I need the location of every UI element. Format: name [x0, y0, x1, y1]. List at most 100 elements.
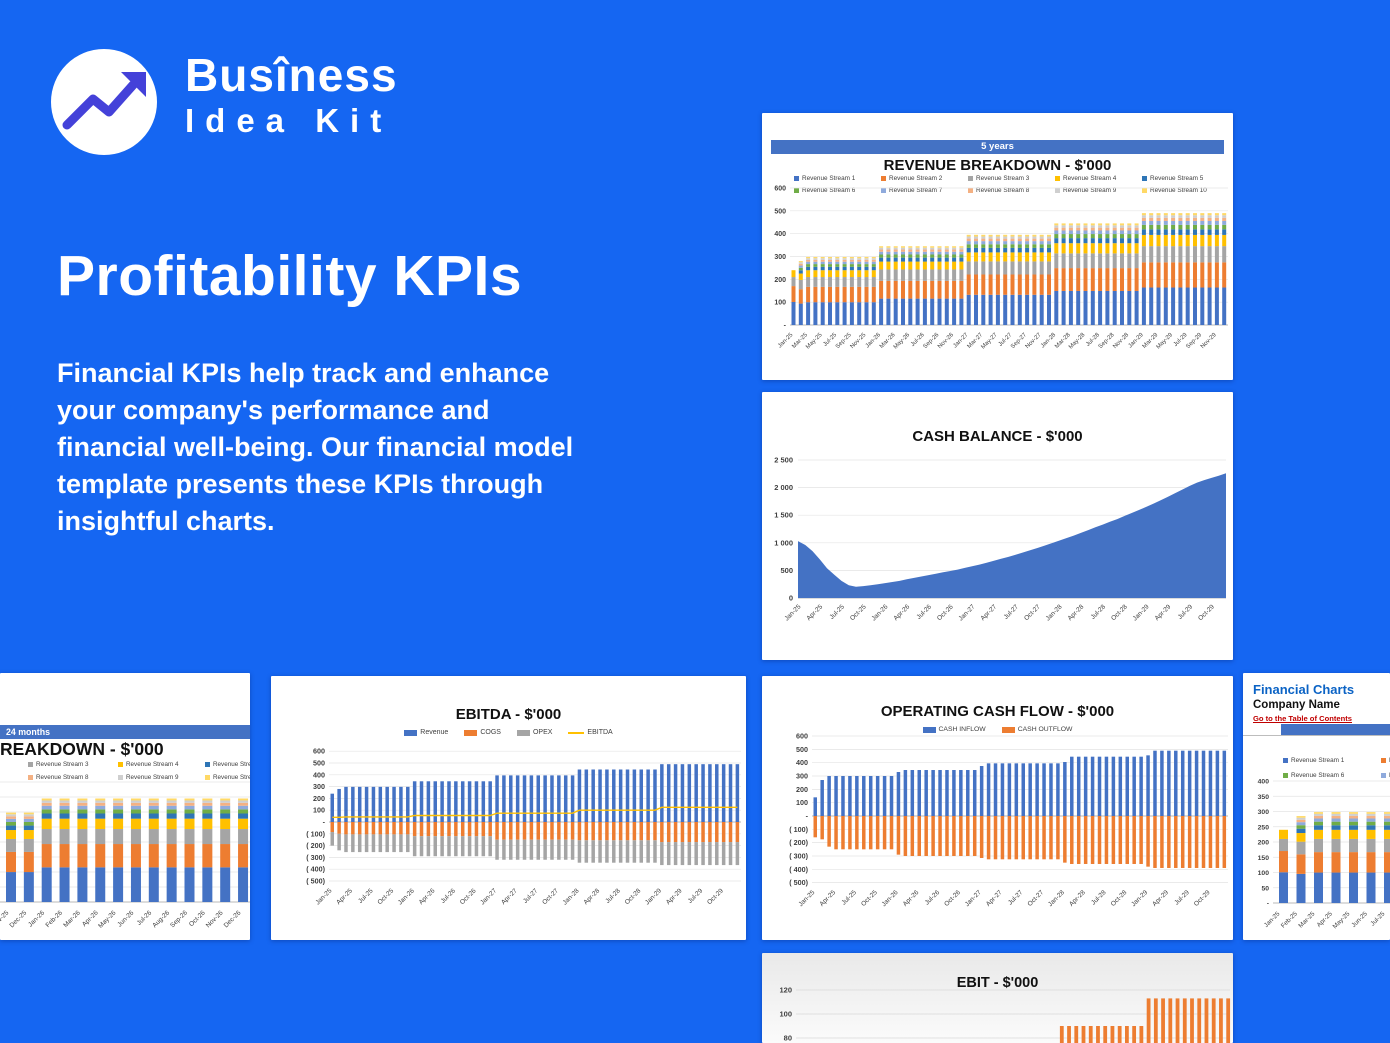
svg-text:Apr-28: Apr-28 [582, 887, 601, 906]
svg-text:Feb-26: Feb-26 [44, 909, 64, 929]
page-title: Profitability KPIs [57, 244, 523, 308]
svg-text:Oct-26: Oct-26 [188, 909, 207, 928]
svg-text:2 000: 2 000 [774, 483, 793, 492]
revenue-breakdown-24m-title: REAKDOWN - $'000 [0, 739, 164, 759]
legend-swatch-icon [922, 726, 936, 733]
svg-text:Oct-28: Oct-28 [624, 887, 643, 906]
svg-text:250: 250 [1258, 824, 1270, 831]
svg-text:May-25: May-25 [805, 332, 824, 351]
svg-text:600: 600 [796, 732, 808, 741]
svg-text:Apr-27: Apr-27 [500, 887, 519, 906]
operating-cash-flow-chart: 600 500 400 300 200 100 - ( 100) ( 200) ( 300) ( 4… [789, 732, 1228, 908]
svg-text:Jul-25: Jul-25 [357, 887, 375, 905]
svg-text:300: 300 [1258, 809, 1270, 816]
legend-item: EBITDA [568, 729, 613, 736]
ebitda-title: EBITDA - $'000 [455, 706, 562, 723]
legend-swatch-icon [1055, 188, 1060, 193]
svg-text:Jan-29: Jan-29 [1132, 603, 1151, 622]
legend-item: Revenue Stream 5 [205, 761, 250, 768]
legend-swatch-icon [1142, 176, 1147, 181]
legend-label: Revenue Stream 7 [889, 187, 943, 194]
svg-text:Nov-26: Nov-26 [937, 332, 955, 350]
svg-text:Jul-26: Jul-26 [440, 887, 458, 905]
cash-balance-card: CASH BALANCE - $'000 2 500 2 000 1 500 1 00… [762, 392, 1233, 660]
legend-swatch-icon [464, 729, 478, 736]
legend-label: Revenue Stream 10 [213, 774, 250, 781]
svg-text:( 300): ( 300) [789, 851, 808, 860]
legend-item: Revenue Stream 8 [28, 774, 89, 781]
svg-text:Apr-28: Apr-28 [1067, 603, 1086, 622]
svg-text:( 500): ( 500) [789, 878, 808, 887]
svg-text:Jun-25: Jun-25 [1350, 910, 1369, 929]
legend-item: Revenue Stream 10 [1142, 187, 1229, 194]
svg-text:Jul-28: Jul-28 [1090, 603, 1108, 621]
legend-swatch-icon [205, 762, 210, 767]
svg-text:100: 100 [313, 806, 325, 815]
legend-swatch-icon [205, 775, 210, 780]
svg-text:Jan-27: Jan-27 [964, 889, 983, 908]
svg-text:400: 400 [796, 758, 808, 767]
svg-text:Mar-26: Mar-26 [62, 909, 82, 929]
legend-item: Revenue Stream 6 [1283, 772, 1344, 779]
legend-swatch-icon [1055, 176, 1060, 181]
legend-label: Revenue Stream 1 [802, 175, 856, 182]
svg-text:May-26: May-26 [893, 332, 912, 351]
legend-swatch-icon [1283, 773, 1288, 778]
legend-item: Revenue Stream 6 [794, 187, 881, 194]
revenue-breakdown-chart: 600500400300200100-Jan-25Mar-25May-25Jul… [774, 186, 1228, 351]
svg-text:Dec-26: Dec-26 [223, 909, 243, 929]
svg-text:Oct-26: Oct-26 [459, 887, 478, 906]
svg-text:( 100): ( 100) [789, 825, 808, 834]
svg-text:Jul-25: Jul-25 [828, 603, 846, 621]
legend-label: OPEX [532, 729, 553, 736]
svg-text:Jul-29: Jul-29 [687, 887, 705, 905]
legend-item: Revenue Stream 3 [28, 761, 89, 768]
legend-label: Revenue Stream 9 [126, 774, 179, 781]
svg-text:Nov-27: Nov-27 [1025, 332, 1043, 350]
table-of-contents-link[interactable]: Go to the Table of Contents [1253, 714, 1352, 723]
svg-text:500: 500 [796, 745, 808, 754]
svg-text:Oct-26: Oct-26 [943, 889, 962, 908]
svg-text:Jan-26: Jan-26 [881, 889, 900, 908]
svg-text:( 200): ( 200) [789, 838, 808, 847]
operating-cash-flow-card: OPERATING CASH FLOW - $'000 CASH INFLOW C… [762, 676, 1233, 940]
svg-text:Apr-28: Apr-28 [1068, 889, 1087, 908]
svg-text:150: 150 [1258, 855, 1270, 862]
svg-text:Nov-26: Nov-26 [205, 909, 225, 929]
revenue-breakdown-24m-card: 24 months REAKDOWN - $'000 Revenue Strea… [0, 673, 250, 940]
svg-text:Nov-28: Nov-28 [1112, 332, 1130, 350]
svg-text:( 100): ( 100) [306, 829, 325, 838]
svg-text:100: 100 [779, 1010, 792, 1019]
period-badge-24-months: 24 months [0, 725, 250, 739]
svg-text:Jul-28: Jul-28 [1090, 889, 1108, 907]
brand-text: Busîness Idea Kit [185, 52, 398, 137]
svg-text:Jan-25: Jan-25 [797, 889, 816, 908]
svg-text:2 500: 2 500 [774, 456, 793, 465]
brand-line1: Busîness [185, 49, 398, 101]
legend-item: Revenue Stream 4 [1055, 175, 1142, 182]
svg-text:Apr-25: Apr-25 [805, 603, 824, 622]
svg-text:Jul-27: Jul-27 [1003, 603, 1021, 621]
legend-swatch-icon [118, 775, 123, 780]
svg-text:May-27: May-27 [980, 332, 999, 351]
legend-swatch-icon [1001, 726, 1015, 733]
legend-swatch-icon [968, 188, 973, 193]
legend-swatch-icon [516, 729, 530, 736]
svg-text:Jun-26: Jun-26 [116, 909, 135, 928]
page-description: Financial KPIs help track and enhance yo… [57, 358, 574, 536]
svg-text:( 500): ( 500) [306, 877, 325, 886]
svg-text:100: 100 [796, 798, 808, 807]
legend-label: Revenue Stream 2 [889, 175, 943, 182]
operating-cash-flow-title: OPERATING CASH FLOW - $'000 [880, 703, 1115, 720]
svg-text:Jan-28: Jan-28 [1047, 889, 1066, 908]
cash-balance-title: CASH BALANCE - $'000 [912, 428, 1083, 445]
svg-text:Jul-29: Jul-29 [1173, 889, 1191, 907]
legend-label: COGS [480, 729, 501, 736]
svg-text:Jul-27: Jul-27 [1007, 889, 1025, 907]
divider [1243, 735, 1390, 736]
svg-text:200: 200 [1258, 840, 1270, 847]
svg-text:600: 600 [774, 186, 786, 193]
svg-text:Jul-29: Jul-29 [1177, 603, 1195, 621]
